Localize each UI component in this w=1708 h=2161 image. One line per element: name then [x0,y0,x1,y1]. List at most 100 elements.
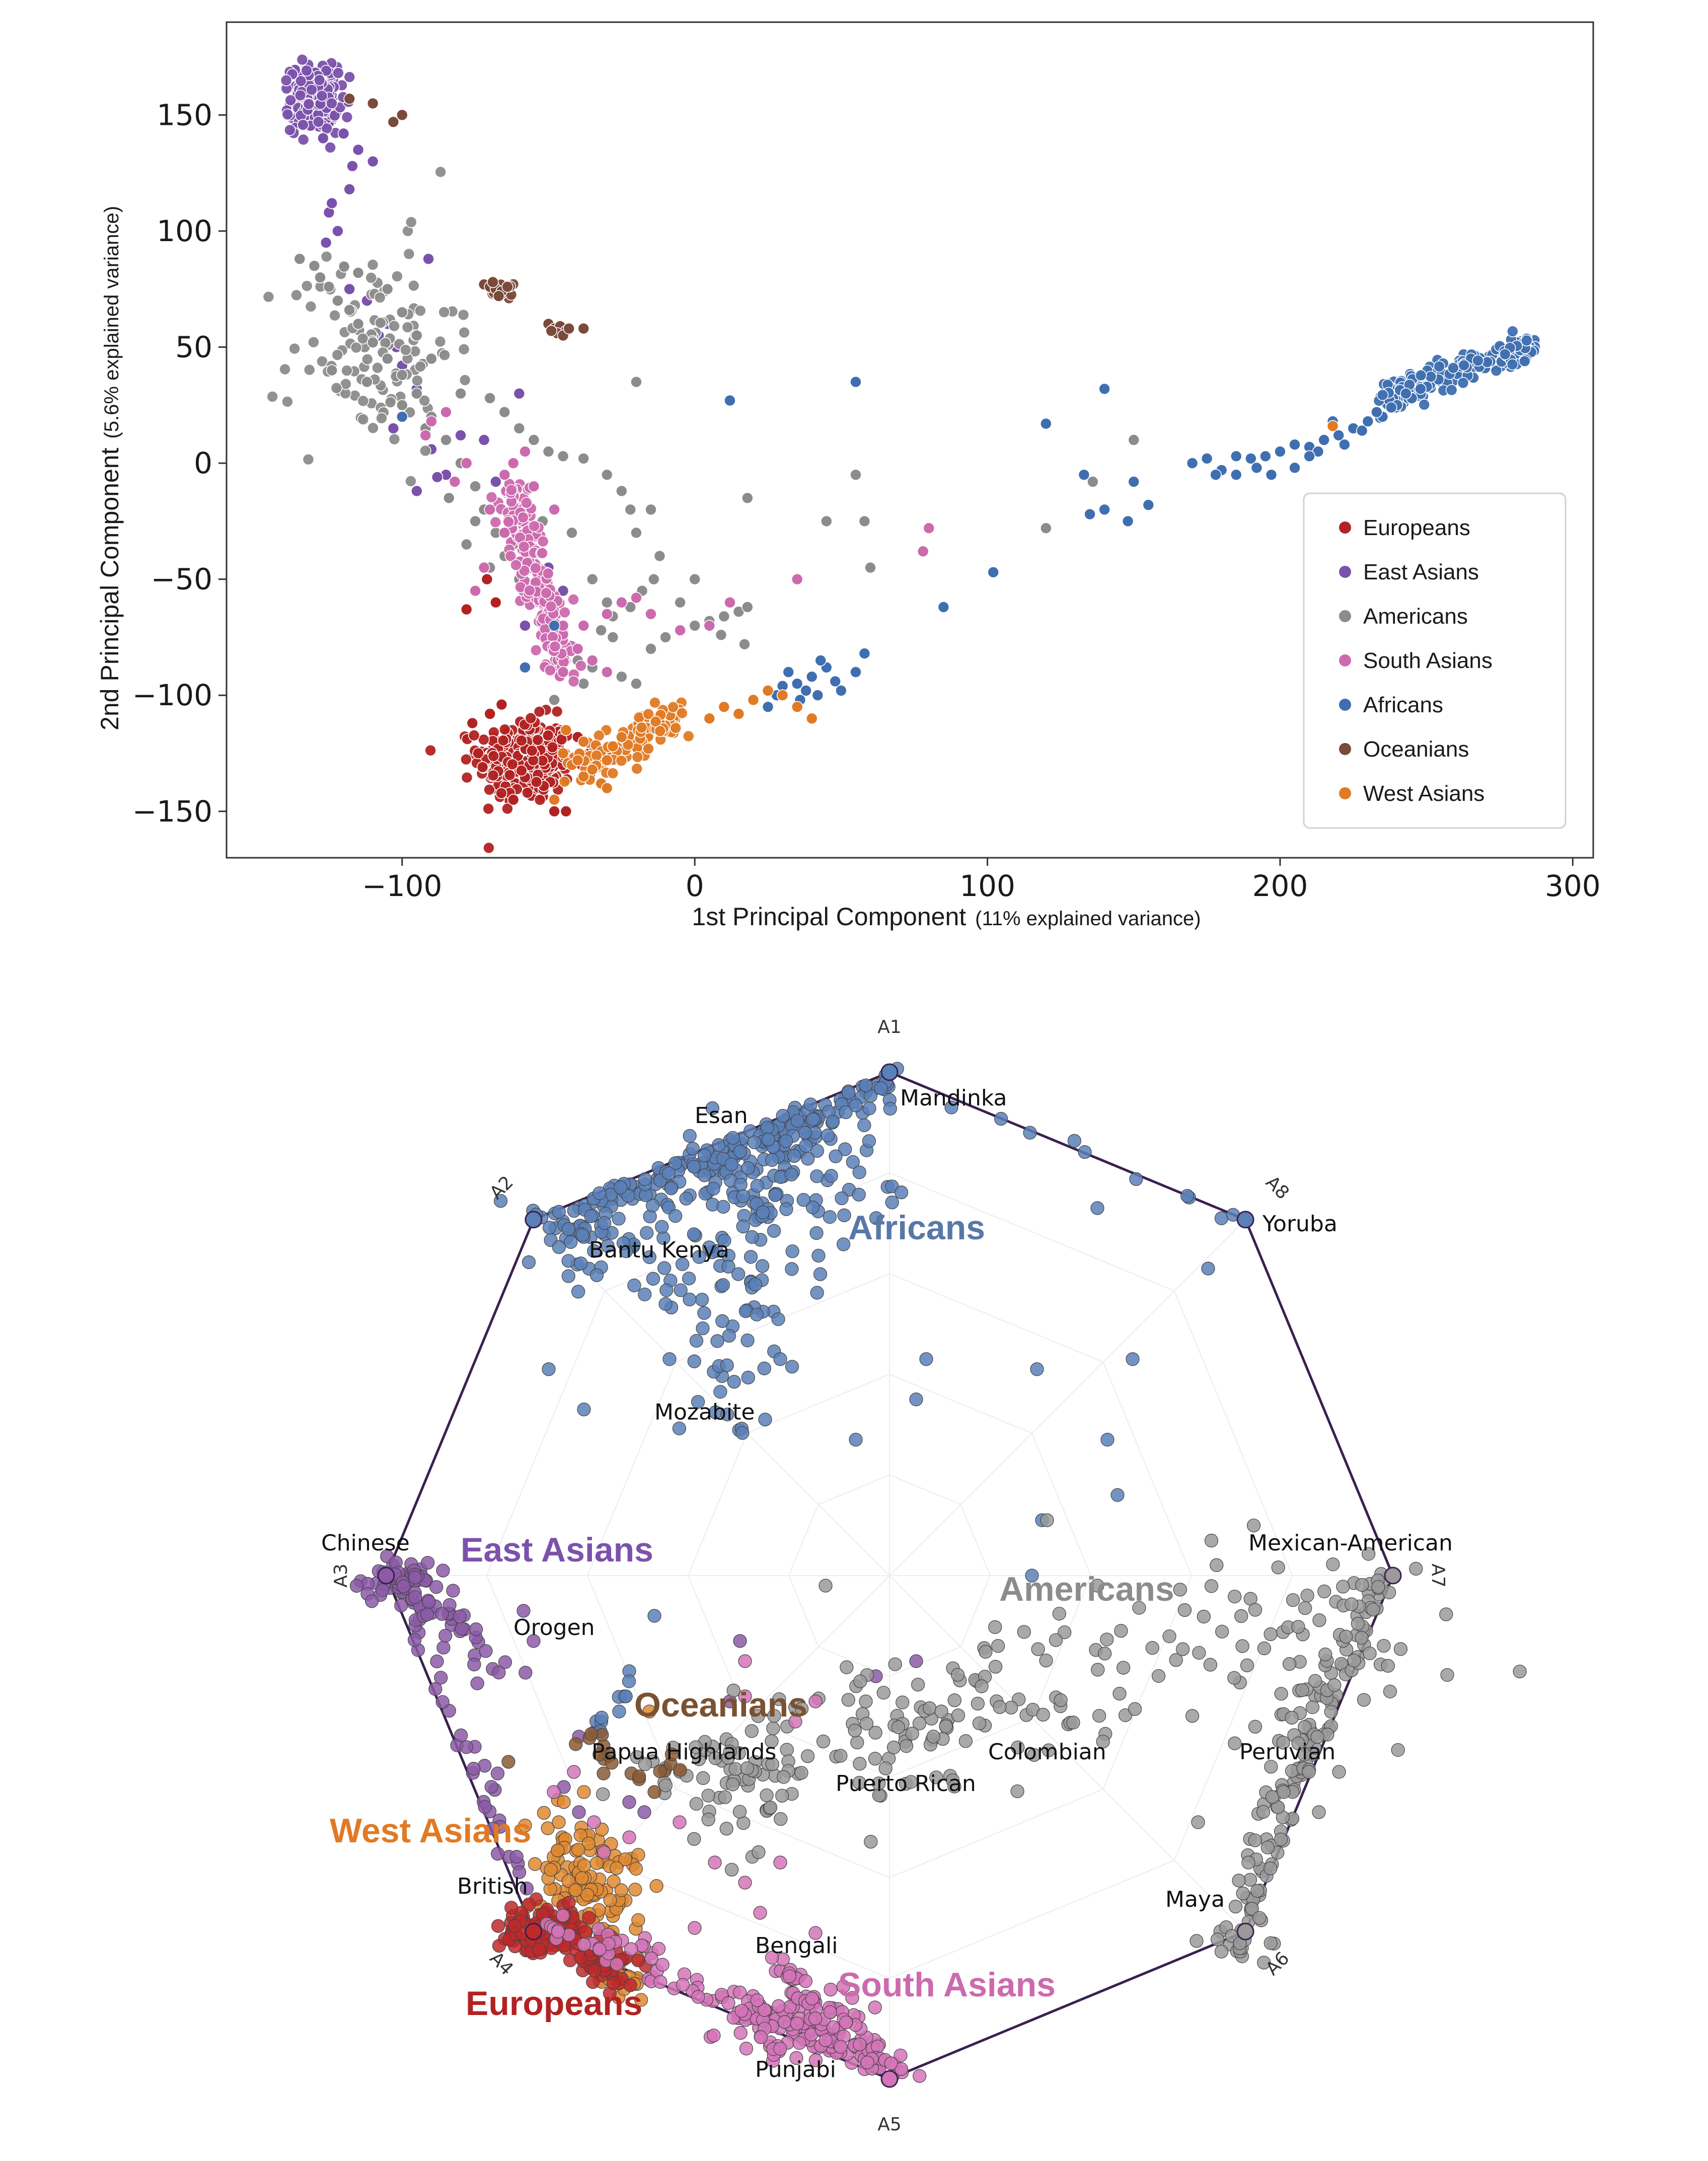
pca-point [536,547,548,559]
octagon-point [731,1267,746,1281]
octagon-point [1318,1648,1332,1662]
pca-point [434,166,447,178]
octagon-point [618,1852,632,1867]
pca-point [301,64,313,77]
octagon-point [1271,1560,1285,1575]
octagon-point [734,2004,749,2018]
octagon-point [504,1901,518,1915]
octagon-point [498,1655,512,1669]
pca-point [320,250,333,263]
pca-point [365,271,377,284]
octagon-point [1391,1743,1405,1757]
octagon-point [726,1683,740,1697]
pca-point [987,566,999,578]
octagon-point [707,2029,721,2043]
octagon-point [810,1169,824,1183]
octagon-point [1112,1687,1127,1701]
octagon-point [988,1660,1003,1674]
pca-point [507,793,519,806]
octagon-point [1285,1710,1299,1725]
octagon-point [1302,1765,1316,1779]
octagon-point [824,1169,838,1183]
pca-point [1472,354,1484,367]
octagon-point [823,1210,837,1224]
pca-point [577,322,590,335]
pca-point [396,109,408,121]
octagon-point [1091,1663,1105,1677]
pca-point [548,805,560,817]
pca-point [517,511,529,524]
octagon-point [885,1196,899,1210]
pca-scatter-chart: −100 0 100 200 300 150 100 50 0 −50 −100 −150 1st … [96,21,1601,931]
pca-point [341,111,353,123]
pca-point [422,253,434,265]
octagon-point [605,1756,619,1770]
pca-point [458,326,470,339]
octagon-point [577,1938,591,1952]
pca-point [343,71,356,83]
pca-point [495,787,507,799]
octagon-point [561,1874,575,1888]
pca-point [316,355,328,367]
octagon-point [733,1634,747,1648]
octagon-point [522,1255,536,1270]
octagon-point [947,1693,961,1707]
octagon-point [864,1835,878,1849]
pca-point [791,701,803,713]
octagon-point [1214,1211,1229,1225]
octagon-point [773,1855,787,1870]
octagon-point [691,1990,705,2004]
octagon-point [469,1622,483,1636]
octagon-point [613,1180,628,1195]
octagon-point [577,1402,591,1417]
octagon-point [581,1836,596,1851]
octagon-point [653,1975,667,1989]
pca-point [374,291,386,304]
octagon-point [1215,1624,1229,1638]
pca-point [396,306,408,319]
octagon-point [627,1279,641,1293]
vertex-dot-a7 [1384,1567,1402,1585]
octagon-point [584,1209,598,1223]
pop-label-maya: Maya [1165,1887,1225,1912]
octagon-point [745,1724,759,1738]
pca-point [356,332,369,345]
pca-point [302,453,315,466]
octagon-point [592,1747,607,1761]
octagon-point [784,1167,798,1181]
octagon-point [1383,1684,1397,1698]
octagon-point [1092,1708,1106,1723]
pca-point [438,306,450,318]
octagon-point [1227,1671,1241,1685]
octagon-point [878,1761,893,1775]
pca-point [366,336,379,349]
octagon-point [775,1789,789,1803]
octagon-point [805,1991,819,2005]
octagon-point [430,1654,444,1669]
y-tick-label: −100 [132,678,212,712]
pca-point [1326,420,1339,432]
octagon-point [853,1757,867,1771]
pca-point [689,620,701,632]
pca-point [1142,499,1155,511]
octagon-point [782,1969,797,1983]
pca-point [332,67,344,79]
octagon-point [622,1795,636,1809]
octagon-point [801,1749,815,1763]
pca-point [1415,369,1427,382]
octagon-point [634,1993,648,2007]
pca-point [361,376,373,388]
pca-point [1210,469,1222,481]
octagon-point [612,1212,626,1226]
pca-point [1230,450,1242,463]
octagon-point [765,1757,779,1771]
pca-point [469,480,481,493]
pca-point [571,754,584,767]
legend-label-east-asians: East Asians [1363,560,1479,584]
octagon-point [631,1913,645,1927]
pop-label-bengali: Bengali [755,1933,838,1959]
octagon-point [1027,1748,1041,1762]
pca-point [1339,438,1351,451]
pca-point [498,406,511,418]
octagon-point [836,1979,850,1993]
